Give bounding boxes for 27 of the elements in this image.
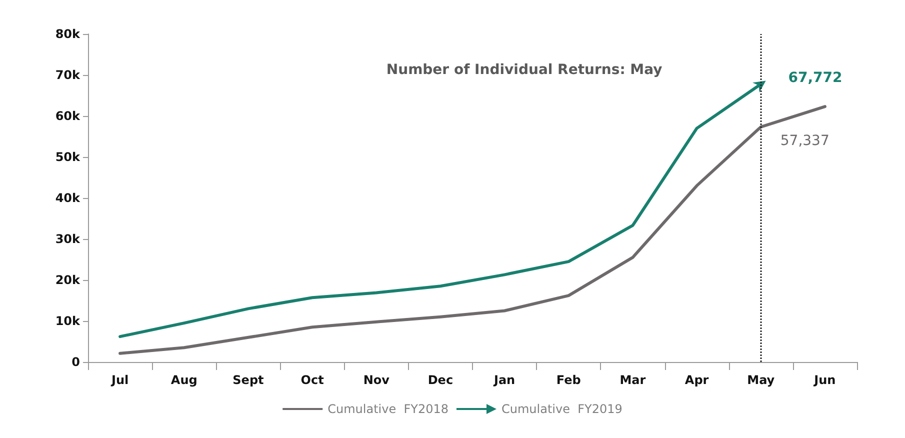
x-tick-label: Aug xyxy=(170,373,198,387)
y-tick-label: 10k xyxy=(55,314,82,328)
y-tick-label: 70k xyxy=(55,68,82,82)
x-tick-label: May xyxy=(747,373,775,387)
x-tick-label: Dec xyxy=(428,373,454,387)
x-tick-label: Sept xyxy=(232,373,264,387)
data-label: 67,772 xyxy=(788,70,842,86)
y-tick-label: 40k xyxy=(55,191,82,205)
y-tick-label: 60k xyxy=(55,109,82,123)
y-tick-label: 80k xyxy=(55,27,82,41)
x-tick-label: Jan xyxy=(492,373,516,387)
x-tick-label: Feb xyxy=(556,373,582,387)
x-tick-label: Jun xyxy=(813,373,836,387)
y-tick-label: 0 xyxy=(72,355,80,369)
data-label: 57,337 xyxy=(780,132,830,149)
y-tick-label: 30k xyxy=(55,232,82,246)
x-tick-label: Mar xyxy=(620,373,646,387)
x-tick-label: Oct xyxy=(300,373,324,387)
legend-label: Cumulative FY2019 xyxy=(502,402,622,416)
x-tick-label: Nov xyxy=(363,373,390,387)
x-tick-label: Jul xyxy=(110,373,129,387)
text: Number of Individual Returns: May xyxy=(386,62,662,78)
y-tick-label: 50k xyxy=(55,150,82,164)
y-tick-label: 20k xyxy=(55,273,82,287)
legend-label: Cumulative FY2018 xyxy=(328,402,448,416)
line-series xyxy=(118,105,826,355)
x-tick-label: Apr xyxy=(684,373,709,387)
